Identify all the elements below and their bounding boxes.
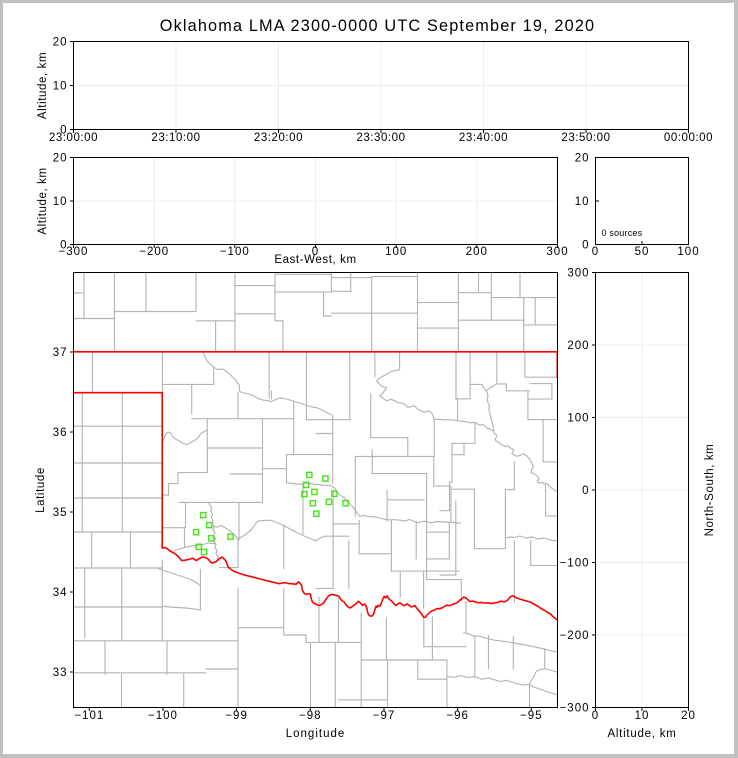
svg-text:−200: −200 (560, 630, 590, 642)
svg-text:20: 20 (53, 37, 68, 49)
svg-text:0: 0 (582, 485, 589, 497)
svg-text:200: 200 (567, 340, 589, 352)
svg-text:20: 20 (681, 710, 696, 722)
svg-text:20: 20 (575, 153, 590, 165)
svg-text:23:00:00: 23:00:00 (49, 132, 98, 144)
svg-text:35: 35 (53, 507, 68, 519)
svg-text:300: 300 (546, 246, 568, 258)
svg-text:0: 0 (582, 240, 589, 252)
svg-text:−95: −95 (520, 710, 543, 722)
svg-text:100: 100 (385, 246, 407, 258)
svg-text:23:10:00: 23:10:00 (151, 132, 200, 144)
svg-text:−100: −100 (220, 246, 250, 258)
svg-text:−300: −300 (59, 246, 89, 258)
svg-text:−96: −96 (446, 710, 469, 722)
svg-text:100: 100 (677, 246, 699, 258)
svg-text:Oklahoma LMA 2300-0000 UTC Sep: Oklahoma LMA 2300-0000 UTC September 19,… (160, 17, 596, 35)
svg-text:0 sources: 0 sources (602, 228, 643, 238)
svg-text:−200: −200 (139, 246, 169, 258)
svg-text:23:40:00: 23:40:00 (459, 132, 508, 144)
svg-text:−101: −101 (74, 710, 104, 722)
svg-text:Altitude, km: Altitude, km (37, 52, 49, 119)
svg-text:33: 33 (53, 667, 68, 679)
svg-text:−98: −98 (299, 710, 322, 722)
svg-text:10: 10 (575, 196, 590, 208)
svg-text:Altitude, km: Altitude, km (37, 167, 49, 234)
svg-text:34: 34 (53, 587, 68, 599)
svg-text:10: 10 (53, 196, 68, 208)
svg-text:36: 36 (53, 427, 68, 439)
svg-text:23:50:00: 23:50:00 (561, 132, 610, 144)
svg-text:23:20:00: 23:20:00 (254, 132, 303, 144)
svg-text:0: 0 (60, 240, 67, 252)
svg-text:10: 10 (635, 710, 650, 722)
svg-text:50: 50 (635, 246, 650, 258)
svg-text:−100: −100 (560, 558, 590, 570)
svg-text:23:30:00: 23:30:00 (356, 132, 405, 144)
svg-text:0: 0 (592, 246, 599, 258)
svg-text:Altitude, km: Altitude, km (607, 728, 676, 740)
svg-text:00:00:00: 00:00:00 (664, 132, 713, 144)
svg-text:37: 37 (53, 347, 68, 359)
svg-text:−97: −97 (373, 710, 396, 722)
svg-text:East-West, km: East-West, km (274, 254, 356, 266)
svg-text:Longitude: Longitude (286, 728, 346, 740)
svg-text:200: 200 (466, 246, 488, 258)
svg-text:0: 0 (592, 710, 599, 722)
svg-text:10: 10 (53, 81, 68, 93)
svg-text:−300: −300 (560, 703, 590, 715)
svg-text:−99: −99 (225, 710, 248, 722)
svg-text:Latitude: Latitude (35, 467, 47, 513)
svg-text:0: 0 (60, 125, 67, 137)
svg-text:100: 100 (567, 413, 589, 425)
svg-text:20: 20 (53, 153, 68, 165)
svg-text:0: 0 (312, 246, 319, 258)
svg-text:300: 300 (567, 268, 589, 280)
svg-text:North-South, km: North-South, km (704, 444, 716, 537)
svg-text:−100: −100 (148, 710, 178, 722)
